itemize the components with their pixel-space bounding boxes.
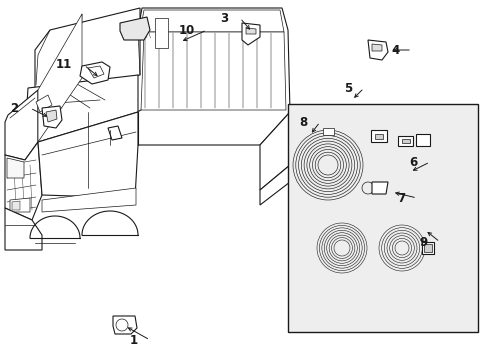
Polygon shape [35, 8, 140, 90]
Text: 6: 6 [409, 156, 417, 168]
Polygon shape [397, 136, 412, 146]
Polygon shape [10, 198, 30, 212]
Polygon shape [12, 201, 20, 210]
Polygon shape [140, 10, 284, 32]
Text: 7: 7 [396, 192, 404, 204]
Text: 10: 10 [179, 23, 195, 36]
Circle shape [116, 319, 128, 331]
Polygon shape [423, 244, 431, 252]
Text: 2: 2 [10, 102, 18, 114]
Polygon shape [141, 32, 285, 110]
Polygon shape [155, 18, 168, 48]
Polygon shape [323, 128, 333, 135]
Polygon shape [5, 142, 42, 220]
Text: 11: 11 [56, 58, 72, 72]
Polygon shape [401, 139, 409, 143]
Polygon shape [5, 90, 38, 160]
Text: 4: 4 [391, 44, 399, 57]
Polygon shape [25, 75, 138, 142]
Polygon shape [374, 134, 382, 139]
Polygon shape [260, 112, 289, 190]
Polygon shape [108, 126, 122, 140]
Polygon shape [5, 208, 42, 250]
Bar [287, 104, 477, 332]
Polygon shape [46, 110, 57, 122]
Polygon shape [113, 316, 137, 334]
Polygon shape [370, 130, 386, 142]
Polygon shape [371, 44, 381, 51]
Polygon shape [42, 106, 62, 128]
Text: 1: 1 [130, 333, 138, 346]
Polygon shape [260, 165, 289, 205]
Polygon shape [80, 62, 110, 84]
Polygon shape [242, 23, 260, 45]
Polygon shape [421, 242, 433, 254]
Polygon shape [7, 158, 24, 178]
Polygon shape [415, 134, 429, 146]
Text: 9: 9 [419, 235, 427, 248]
Polygon shape [38, 112, 138, 198]
Polygon shape [367, 40, 387, 60]
Polygon shape [36, 95, 52, 112]
Polygon shape [38, 14, 82, 142]
Polygon shape [88, 66, 104, 78]
Text: 3: 3 [220, 12, 227, 24]
Polygon shape [42, 188, 136, 212]
Polygon shape [245, 28, 256, 34]
Polygon shape [371, 182, 387, 194]
Text: 5: 5 [343, 81, 351, 94]
Polygon shape [135, 8, 289, 145]
Polygon shape [120, 17, 150, 40]
Text: 8: 8 [299, 116, 307, 129]
